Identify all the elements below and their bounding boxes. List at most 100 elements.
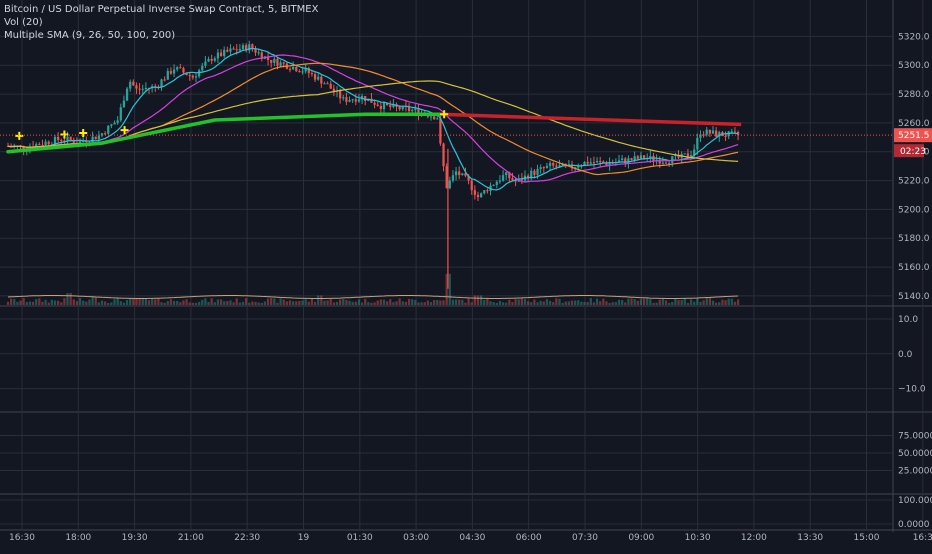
volume-bar bbox=[279, 298, 282, 305]
candle-body bbox=[542, 167, 545, 169]
candle-body bbox=[642, 155, 646, 159]
volume-bar bbox=[511, 302, 514, 305]
candle-body bbox=[376, 104, 379, 106]
volume-bar bbox=[223, 301, 226, 305]
volume-bar bbox=[517, 299, 520, 305]
candle-body bbox=[677, 155, 680, 158]
candle-body bbox=[191, 75, 194, 78]
candle-body bbox=[586, 161, 589, 164]
volume-bar bbox=[508, 299, 511, 305]
candle-body bbox=[219, 52, 223, 57]
volume-bar bbox=[310, 298, 314, 305]
candle-body bbox=[724, 136, 727, 138]
candle-body bbox=[198, 70, 201, 77]
volume-bar bbox=[66, 293, 69, 305]
volume-bar bbox=[285, 301, 288, 305]
price-tick-label: 5180.0 bbox=[898, 234, 930, 244]
symbol-title[interactable]: Bitcoin / US Dollar Perpetual Inverse Sw… bbox=[4, 4, 319, 15]
volume-bar bbox=[417, 302, 420, 305]
candle-body bbox=[605, 162, 608, 166]
candle-body bbox=[313, 74, 317, 80]
volume-indicator-label[interactable]: Vol (20) bbox=[4, 17, 43, 28]
candle-body bbox=[708, 129, 711, 134]
volume-bar bbox=[163, 302, 166, 305]
volume-bar bbox=[91, 297, 94, 305]
candle-body bbox=[718, 132, 721, 137]
volume-bar bbox=[60, 302, 63, 305]
volume-bar bbox=[577, 300, 580, 305]
volume-bar bbox=[370, 302, 373, 305]
candle-body bbox=[464, 173, 467, 176]
volume-bar bbox=[505, 302, 508, 305]
candle-body bbox=[508, 172, 511, 179]
candle-body bbox=[100, 133, 104, 136]
volume-bar bbox=[154, 299, 157, 305]
sma-200-line bbox=[6, 112, 443, 154]
volume-bar bbox=[414, 300, 417, 305]
candle-body bbox=[693, 149, 696, 156]
volume-bar bbox=[608, 302, 611, 305]
candle-body bbox=[179, 67, 182, 69]
candle-body bbox=[661, 162, 664, 164]
candle-body bbox=[248, 44, 251, 51]
candle-body bbox=[501, 175, 505, 181]
volume-bar bbox=[292, 301, 295, 305]
volume-bar bbox=[655, 302, 658, 305]
candle-body bbox=[194, 76, 198, 78]
volume-bar bbox=[646, 298, 649, 305]
volume-bar bbox=[718, 302, 721, 305]
volume-bar bbox=[298, 300, 301, 305]
volume-bar bbox=[702, 300, 705, 305]
volume-bar bbox=[41, 301, 44, 305]
candle-body bbox=[599, 161, 602, 163]
volume-ma-line bbox=[7, 295, 739, 299]
volume-bar bbox=[122, 302, 126, 305]
volume-bar bbox=[254, 301, 257, 305]
volume-bar bbox=[13, 299, 16, 305]
candle-body bbox=[216, 52, 220, 59]
volume-bar bbox=[28, 301, 32, 305]
volume-bar bbox=[364, 298, 367, 305]
volume-bar bbox=[270, 298, 273, 305]
candle-body bbox=[364, 96, 367, 102]
volume-bar bbox=[266, 298, 270, 305]
volume-bar bbox=[245, 298, 248, 305]
oscillator-3-tick-label: 100.0000 bbox=[898, 496, 932, 506]
volume-bar bbox=[25, 302, 28, 305]
volume-bar bbox=[514, 299, 517, 305]
volume-bar bbox=[194, 302, 198, 305]
candle-body bbox=[705, 129, 708, 135]
volume-bar bbox=[78, 298, 82, 305]
candle-body bbox=[204, 61, 207, 66]
candle-body bbox=[238, 49, 241, 51]
volume-bar bbox=[50, 299, 53, 305]
candle-body bbox=[498, 180, 502, 182]
volume-bar bbox=[652, 302, 655, 305]
volume-bar bbox=[639, 299, 643, 305]
candle-body bbox=[639, 155, 643, 159]
time-tick-label: 06:00 bbox=[516, 533, 542, 543]
volume-bar bbox=[564, 301, 567, 305]
time-tick-label: 22:30 bbox=[234, 533, 260, 543]
volume-bar bbox=[63, 298, 66, 305]
candle-body bbox=[213, 58, 216, 61]
volume-bar bbox=[263, 301, 267, 305]
volume-bar bbox=[599, 301, 602, 305]
candle-body bbox=[401, 105, 404, 110]
candle-body bbox=[495, 181, 498, 185]
candle-body bbox=[686, 153, 690, 157]
volume-bar bbox=[10, 298, 13, 305]
candle-body bbox=[530, 170, 533, 179]
volume-bar bbox=[132, 298, 135, 305]
volume-bar bbox=[483, 299, 486, 305]
volume-group bbox=[6, 273, 740, 305]
volume-bar bbox=[31, 301, 35, 305]
candle-body bbox=[624, 158, 627, 164]
sma-indicator-label[interactable]: Multiple SMA (9, 26, 50, 100, 200) bbox=[4, 30, 176, 41]
volume-bar bbox=[382, 299, 386, 305]
volume-bar bbox=[47, 302, 50, 305]
candle-body bbox=[320, 76, 323, 84]
candle-body bbox=[41, 144, 44, 146]
